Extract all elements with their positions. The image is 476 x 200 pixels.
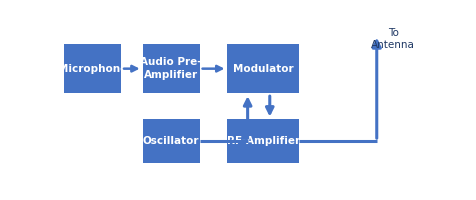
Text: Audio Pre-
Amplifier: Audio Pre- Amplifier [140, 57, 202, 80]
FancyBboxPatch shape [228, 44, 299, 93]
FancyBboxPatch shape [142, 119, 200, 163]
FancyBboxPatch shape [228, 119, 299, 163]
Text: Oscillator: Oscillator [143, 136, 199, 146]
Text: Modulator: Modulator [233, 64, 294, 74]
Text: RF-Amplifier: RF-Amplifier [227, 136, 300, 146]
FancyBboxPatch shape [142, 44, 200, 93]
FancyBboxPatch shape [64, 44, 121, 93]
Text: Microphone: Microphone [58, 64, 127, 74]
Text: To
Antenna: To Antenna [371, 28, 415, 50]
